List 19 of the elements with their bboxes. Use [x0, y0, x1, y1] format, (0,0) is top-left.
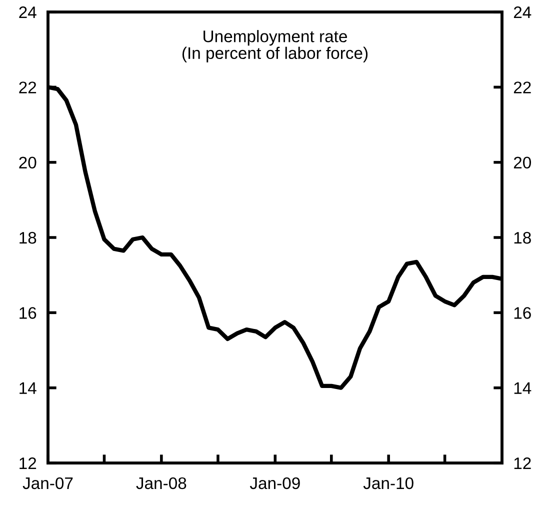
x-tick-label: Jan-08 [136, 477, 186, 490]
y2-tick-label: 16 [514, 307, 531, 319]
y-tick-label: 18 [20, 232, 36, 244]
y2-tick-label: 22 [514, 82, 531, 94]
y2-tick-label: 12 [514, 457, 531, 470]
x-tick-label: Jan-09 [250, 477, 300, 490]
y-tick-label: 12 [20, 457, 36, 470]
y-tick-label: 16 [20, 307, 36, 319]
y2-tick-label: 24 [514, 6, 532, 18]
y2-tick-label: 18 [514, 232, 531, 244]
y-tick-label: 20 [19, 156, 36, 169]
y2-tick-label: 20 [514, 156, 531, 169]
y-tick-label: 14 [20, 382, 36, 394]
y-tick-label: 22 [19, 82, 36, 94]
x-tick-label: Jan-10 [363, 477, 414, 490]
y-tick-label: 24 [19, 6, 36, 18]
text: Unemployment rate (In percent of labor force) [182, 30, 368, 62]
x-tick-label: Jan-07 [22, 477, 73, 490]
y2-tick-label: 14 [514, 382, 532, 394]
